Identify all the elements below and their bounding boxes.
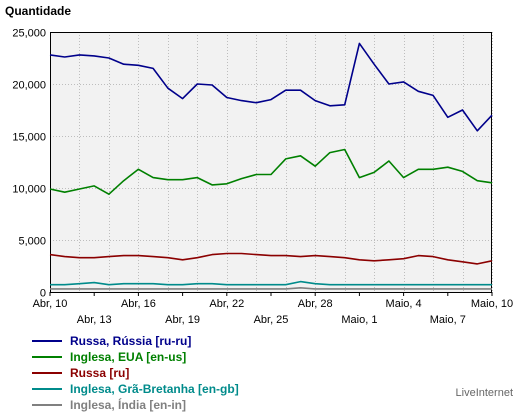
legend-label-0: Russa, Rússia [ru-ru] — [70, 334, 192, 348]
legend-swatch-4 — [32, 404, 62, 406]
x-tick-label: Maio, 4 — [386, 298, 422, 310]
series-line-0 — [49, 42, 493, 132]
legend-swatch-0 — [32, 340, 62, 342]
y-tick-label: 15,000 — [12, 132, 46, 144]
x-tick-label: Maio, 7 — [430, 314, 466, 326]
y-tick-label: 5,000 — [18, 236, 46, 248]
legend-item-4[interactable]: Inglesa, Índia [en-in] — [32, 397, 239, 413]
legend-item-0[interactable]: Russa, Rússia [ru-ru] — [32, 333, 239, 349]
y-tick-label: 10,000 — [12, 184, 46, 196]
x-tick-label: Abr, 10 — [33, 298, 68, 310]
x-tick-label: Abr, 28 — [298, 298, 333, 310]
legend: Russa, Rússia [ru-ru] Inglesa, EUA [en-u… — [32, 333, 239, 413]
series-line-4 — [50, 286, 492, 290]
x-tick-label: Abr, 22 — [209, 298, 244, 310]
brand-label[interactable]: LiveInternet — [455, 387, 513, 399]
chart-title: Quantidade — [5, 4, 71, 18]
line-chart: Quantidade 0 5,000 10,000 15,000 20,000 25,000… — [5, 4, 513, 326]
series-line-3 — [50, 280, 492, 286]
x-tick-label: Maio, 10 — [471, 298, 513, 310]
legend-swatch-2 — [32, 372, 62, 374]
legend-item-1[interactable]: Inglesa, EUA [en-us] — [32, 349, 239, 365]
y-tick-label: 20,000 — [12, 80, 46, 92]
legend-label-2: Russa [ru] — [70, 366, 130, 380]
legend-item-2[interactable]: Russa [ru] — [32, 365, 239, 381]
series-line-2 — [49, 252, 493, 265]
legend-swatch-3 — [32, 388, 62, 390]
legend-item-3[interactable]: Inglesa, Grã-Bretanha [en-gb] — [32, 381, 239, 397]
plot-area — [50, 32, 492, 292]
y-tick-label: 25,000 — [12, 28, 46, 40]
y-tick-label: 0 — [40, 288, 46, 300]
x-tick-label: Abr, 19 — [165, 314, 200, 326]
legend-label-1: Inglesa, EUA [en-us] — [70, 350, 187, 364]
x-tick-label: Abr, 13 — [77, 314, 112, 326]
legend-label-3: Inglesa, Grã-Bretanha [en-gb] — [70, 382, 239, 396]
legend-swatch-1 — [32, 356, 62, 358]
x-tick-label: Abr, 16 — [121, 298, 156, 310]
x-tick-label: Maio, 1 — [341, 314, 377, 326]
x-tick-label: Abr, 25 — [254, 314, 289, 326]
series-line-1 — [49, 148, 493, 195]
legend-label-4: Inglesa, Índia [en-in] — [70, 398, 187, 412]
